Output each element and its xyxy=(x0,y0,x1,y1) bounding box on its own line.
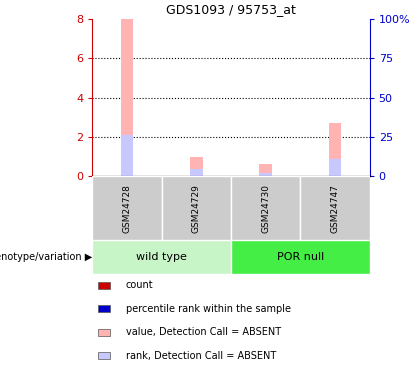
Bar xyxy=(190,157,202,176)
Bar xyxy=(98,329,110,336)
Text: GSM24729: GSM24729 xyxy=(192,184,201,232)
Text: value, Detection Call = ABSENT: value, Detection Call = ABSENT xyxy=(126,327,281,337)
Bar xyxy=(231,176,300,240)
Text: POR null: POR null xyxy=(277,252,324,262)
Bar xyxy=(260,173,272,176)
Text: GSM24730: GSM24730 xyxy=(261,184,270,232)
Text: GSM24747: GSM24747 xyxy=(331,184,339,232)
Text: GSM24728: GSM24728 xyxy=(123,184,131,232)
Bar xyxy=(260,164,272,176)
Bar xyxy=(121,135,133,176)
Text: genotype/variation ▶: genotype/variation ▶ xyxy=(0,252,92,262)
Bar xyxy=(190,170,202,176)
Bar xyxy=(98,352,110,359)
Bar xyxy=(92,176,162,240)
Text: percentile rank within the sample: percentile rank within the sample xyxy=(126,304,291,314)
Bar xyxy=(98,305,110,312)
Bar xyxy=(329,123,341,176)
Bar xyxy=(92,240,231,274)
Bar xyxy=(162,176,231,240)
Bar xyxy=(121,19,133,176)
Bar xyxy=(98,282,110,289)
Bar xyxy=(329,159,341,176)
Bar xyxy=(231,240,370,274)
Title: GDS1093 / 95753_at: GDS1093 / 95753_at xyxy=(166,3,296,16)
Text: count: count xyxy=(126,280,153,291)
Bar xyxy=(300,176,370,240)
Text: rank, Detection Call = ABSENT: rank, Detection Call = ABSENT xyxy=(126,351,276,361)
Text: wild type: wild type xyxy=(136,252,187,262)
